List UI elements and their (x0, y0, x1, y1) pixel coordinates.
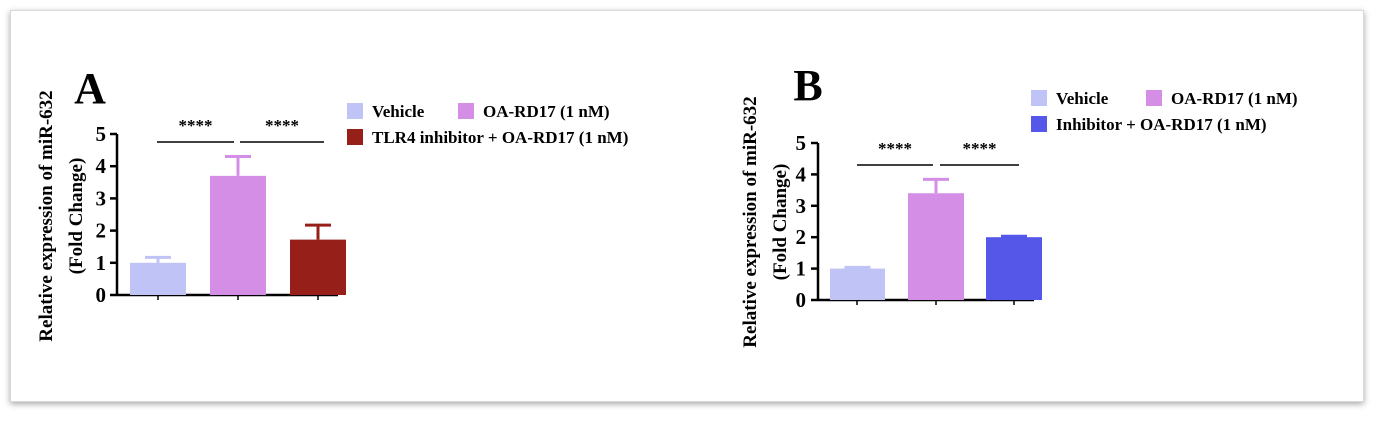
y-tick-label: 3 (96, 186, 107, 210)
legend-label: OA-RD17 (1 nM) (483, 102, 610, 121)
y-tick-label: 3 (796, 194, 807, 218)
panel-letter: B (793, 61, 822, 110)
significance-label: **** (179, 116, 213, 135)
bar-3 (986, 237, 1042, 300)
y-tick-label: 2 (796, 225, 807, 249)
y-tick-label: 0 (796, 288, 807, 312)
legend-swatch (458, 103, 474, 119)
legend-label: Vehicle (372, 102, 425, 121)
legend-swatch (347, 103, 363, 119)
y-tick-label: 0 (96, 283, 107, 307)
legend-label: TLR4 inhibitor + OA-RD17 (1 nM) (372, 128, 628, 147)
y-axis-title: Relative expression of miR-632 (36, 90, 57, 341)
y-tick-label: 1 (96, 251, 107, 275)
significance-label: **** (963, 139, 997, 158)
panel-letter: A (74, 64, 106, 113)
significance-label: **** (265, 116, 299, 135)
y-tick-label: 1 (796, 257, 807, 281)
legend-swatch (1146, 90, 1162, 106)
legend-label: Vehicle (1056, 89, 1109, 108)
y-tick-label: 5 (96, 122, 107, 146)
y-tick-label: 5 (796, 131, 807, 155)
legend-swatch (347, 129, 363, 145)
y-tick-label: 4 (96, 154, 107, 178)
bar-1 (130, 262, 186, 295)
legend-swatch (1031, 116, 1047, 132)
y-axis-title: Relative expression of miR-632 (740, 96, 761, 347)
bar-3 (290, 239, 346, 295)
y-axis-subtitle: (Fold Change) (770, 164, 791, 281)
y-axis-subtitle: (Fold Change) (66, 158, 87, 275)
bar-1 (830, 268, 885, 300)
legend-label: OA-RD17 (1 nM) (1171, 89, 1298, 108)
legend-label: Inhibitor + OA-RD17 (1 nM) (1056, 115, 1267, 134)
bar-2 (908, 193, 964, 300)
bar-2 (210, 175, 266, 295)
chart-panel-a: A Relative expression of miR-632 (Fold Cha… (36, 64, 628, 342)
y-tick-label: 4 (796, 162, 807, 186)
chart-panel-b: B Relative expression of miR-632 (Fold Cha… (740, 61, 1298, 348)
legend-swatch (1031, 90, 1047, 106)
significance-label: **** (878, 139, 912, 158)
y-tick-label: 2 (96, 219, 107, 243)
